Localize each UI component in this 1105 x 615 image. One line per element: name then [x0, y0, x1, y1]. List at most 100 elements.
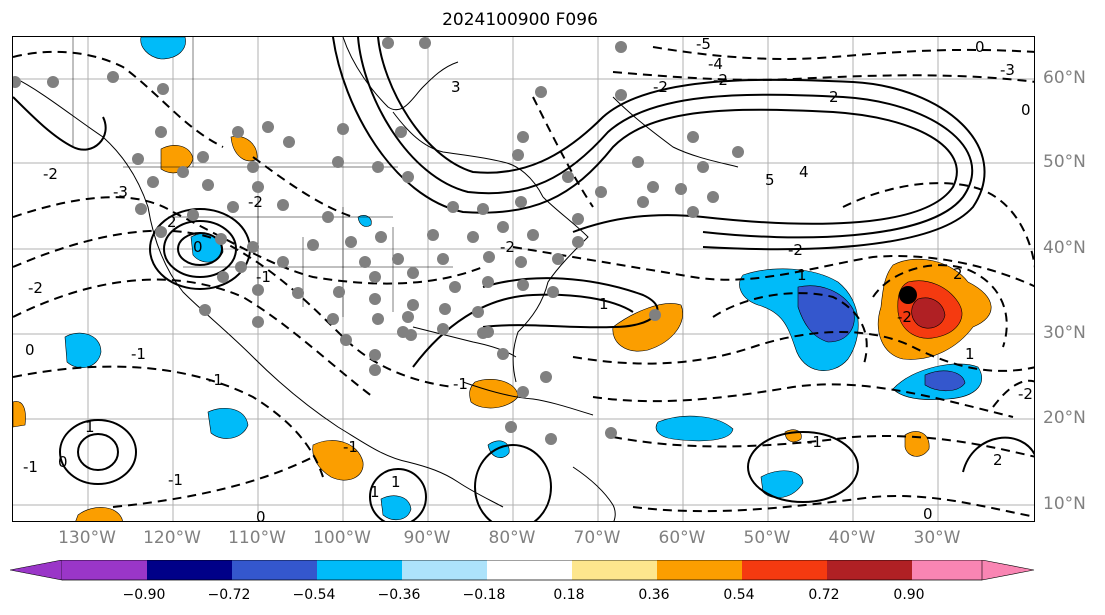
svg-text:-1: -1 — [208, 371, 223, 389]
svg-text:0: 0 — [1021, 101, 1031, 119]
svg-text:2: 2 — [829, 88, 839, 106]
cold-anomaly-core — [924, 370, 966, 392]
colorbar-tick-label: −0.36 — [377, 587, 421, 603]
svg-text:0: 0 — [975, 38, 985, 56]
svg-text:-2: -2 — [28, 279, 43, 297]
colorbar-segment — [572, 560, 657, 580]
svg-text:1: 1 — [370, 483, 380, 501]
station-markers — [13, 37, 744, 445]
svg-text:-2: -2 — [248, 193, 263, 211]
svg-text:-1: -1 — [23, 458, 38, 476]
map-panel: -5 -4 0 -3 3 2 -2 0 -2 5 4 -2 -3 2 -2 -1… — [12, 36, 1035, 522]
lon-label: 70°W — [573, 528, 621, 548]
cold-anomaly-region — [760, 470, 804, 499]
cold-anomaly-region — [64, 332, 102, 369]
colorbar-segment — [742, 560, 827, 580]
svg-text:5: 5 — [765, 171, 775, 189]
svg-text:-5: -5 — [696, 37, 711, 53]
svg-text:0: 0 — [923, 505, 933, 522]
svg-text:1: 1 — [797, 266, 807, 284]
colorbar-tick-label: −0.18 — [462, 587, 506, 603]
contour-labels: -5 -4 0 -3 3 2 -2 0 -2 5 4 -2 -3 2 -2 -1… — [23, 37, 1033, 522]
lat-label: 10°N — [1043, 494, 1086, 514]
colorbar-extend-low — [10, 560, 63, 581]
lon-label: 40°W — [828, 528, 876, 548]
cold-anomaly-region — [357, 215, 372, 227]
colorbar-segment — [402, 560, 487, 580]
svg-text:-2: -2 — [653, 78, 668, 96]
cold-anomaly-region — [487, 440, 510, 458]
svg-text:0: 0 — [193, 238, 203, 256]
lat-label: 40°N — [1043, 238, 1086, 258]
svg-text:1: 1 — [599, 295, 609, 313]
colorbar-tick-label: 0.72 — [808, 587, 840, 603]
colorbar-tick-label: −0.90 — [122, 587, 166, 603]
svg-text:-2: -2 — [788, 241, 803, 259]
cold-anomaly-region — [380, 495, 412, 521]
svg-text:-2: -2 — [43, 165, 58, 183]
cold-anomaly-region — [140, 37, 186, 60]
svg-text:1: 1 — [85, 418, 95, 436]
svg-text:-3: -3 — [1000, 61, 1015, 79]
colorbar-segment — [827, 560, 912, 580]
svg-text:-1: -1 — [343, 438, 358, 456]
shaded-anomalies — [13, 37, 992, 521]
lon-label: 60°W — [658, 528, 706, 548]
lon-label: 120°W — [143, 528, 201, 548]
map-canvas: -5 -4 0 -3 3 2 -2 0 -2 5 4 -2 -3 2 -2 -1… — [13, 37, 1034, 522]
lon-label: 30°W — [913, 528, 961, 548]
cold-anomaly-core — [797, 285, 855, 343]
cold-anomaly-region — [655, 415, 734, 442]
lat-label: 60°N — [1043, 68, 1086, 88]
lat-label: 20°N — [1043, 408, 1086, 428]
svg-text:2: 2 — [167, 213, 177, 231]
svg-text:-1: -1 — [256, 268, 271, 286]
svg-text:0: 0 — [256, 508, 266, 522]
svg-text:-4: -4 — [708, 55, 723, 73]
cyclone-center-marker — [899, 286, 917, 304]
colorbar-segment — [487, 560, 572, 580]
lon-label: 100°W — [313, 528, 371, 548]
colorbar-tick-label: 0.18 — [553, 587, 585, 603]
svg-text:-2: -2 — [713, 71, 728, 89]
lon-label: 90°W — [403, 528, 451, 548]
svg-text:2: 2 — [993, 451, 1003, 469]
colorbar-tick-label: −0.72 — [207, 587, 251, 603]
svg-text:-1: -1 — [453, 375, 468, 393]
lon-label: 80°W — [488, 528, 536, 548]
colorbar-tick-label: 0.90 — [893, 587, 925, 603]
svg-text:-1: -1 — [807, 433, 822, 451]
lon-label: 110°W — [228, 528, 286, 548]
map-title: 2024100900 F096 — [442, 10, 598, 30]
colorbar-segment — [912, 560, 982, 580]
colorbar-segment — [657, 560, 742, 580]
warm-anomaly-region — [13, 401, 26, 428]
colorbar-segment — [317, 560, 402, 580]
svg-text:-2: -2 — [1018, 385, 1033, 403]
svg-text:1: 1 — [965, 345, 975, 363]
warm-anomaly-peak — [911, 297, 946, 329]
political-borders — [72, 37, 453, 317]
colorbar-tick-label: −0.54 — [292, 587, 336, 603]
svg-text:-3: -3 — [113, 183, 128, 201]
svg-text:1: 1 — [391, 473, 401, 491]
svg-text:4: 4 — [799, 163, 809, 181]
lat-label: 50°N — [1043, 152, 1086, 172]
colorbar — [10, 560, 1035, 581]
warm-anomaly-region — [612, 303, 683, 352]
warm-anomaly-region — [904, 431, 930, 457]
svg-text:2: 2 — [953, 265, 963, 283]
warm-anomaly-region — [160, 145, 194, 174]
svg-text:-1: -1 — [131, 345, 146, 363]
lat-label: 30°N — [1043, 323, 1086, 343]
colorbar-extend-high — [981, 560, 1035, 581]
svg-text:3: 3 — [451, 78, 461, 96]
lon-label: 130°W — [58, 528, 116, 548]
contours-positive — [13, 37, 1034, 521]
svg-text:-1: -1 — [168, 471, 183, 489]
lon-label: 50°W — [743, 528, 791, 548]
svg-text:-2: -2 — [500, 238, 515, 256]
colorbar-segment — [147, 560, 232, 580]
svg-text:0: 0 — [58, 453, 68, 471]
colorbar-segment — [62, 560, 147, 580]
